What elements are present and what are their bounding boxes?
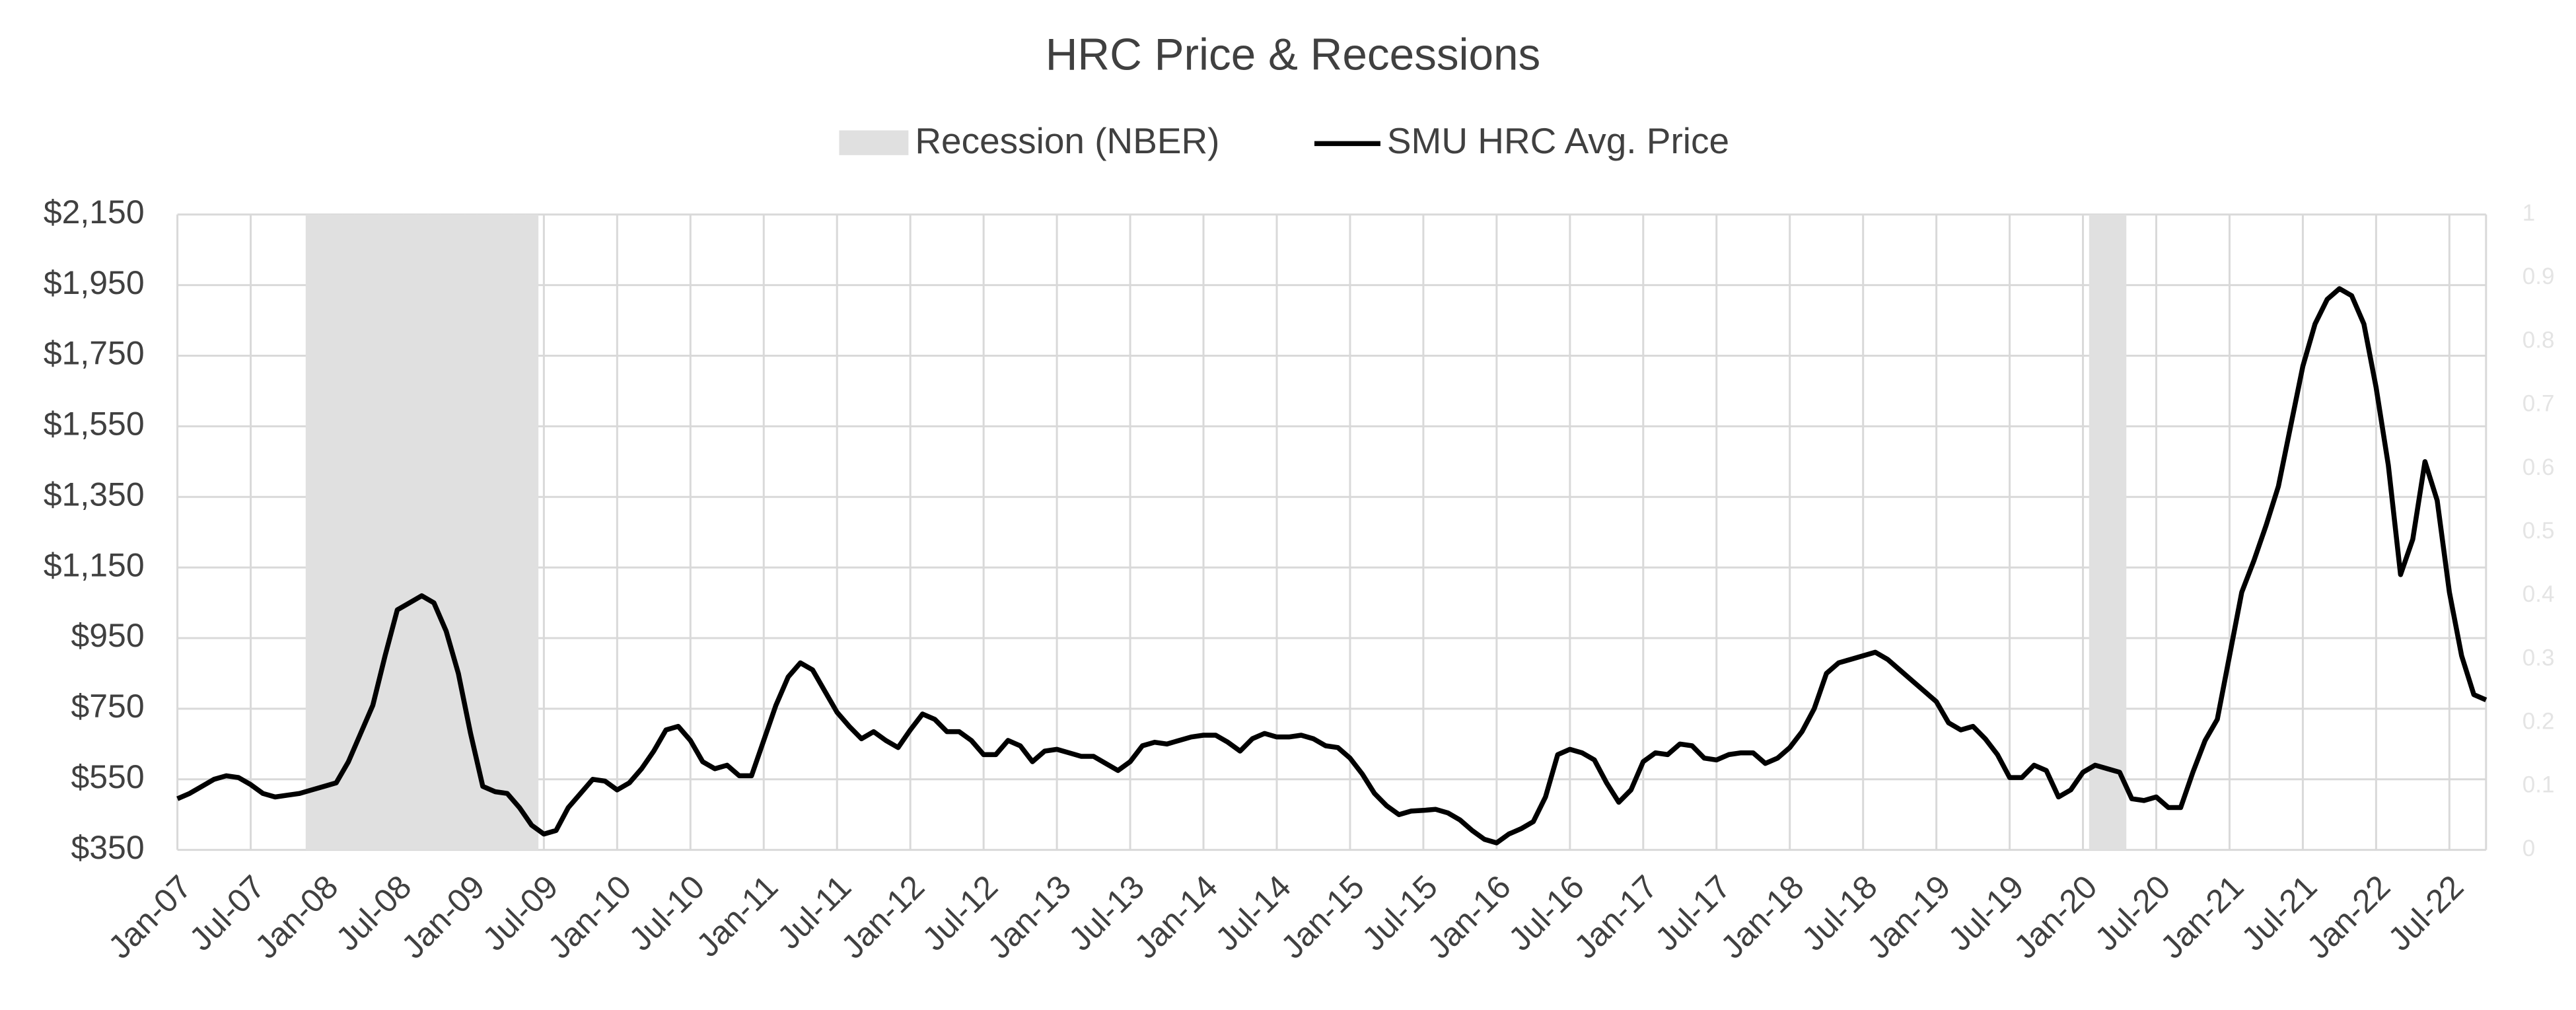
- price-line: [176, 286, 2487, 846]
- recession-bars: [305, 214, 2127, 850]
- y-tick-label: $1,350: [44, 476, 145, 513]
- y2-tick-label: 0.1: [2522, 772, 2555, 798]
- y2-tick-label: 0.8: [2522, 327, 2555, 353]
- grid: [176, 213, 2487, 851]
- lines: [176, 286, 2487, 846]
- recession-bar: [367, 214, 380, 850]
- y2-tick-label: 0.5: [2522, 518, 2555, 544]
- recession-bar: [342, 214, 355, 850]
- y2-tick-label: 0.6: [2522, 454, 2555, 480]
- legend: Recession (NBER) SMU HRC Avg. Price: [839, 120, 1729, 161]
- y2-tick-label: 0: [2522, 836, 2535, 861]
- recession-bar: [318, 214, 331, 850]
- recession-bar: [476, 214, 490, 850]
- recession-bar: [2101, 214, 2114, 850]
- recession-bar: [440, 214, 453, 850]
- recession-bar: [464, 214, 478, 850]
- recession-bar: [2113, 214, 2127, 850]
- y-tick-label: $2,150: [44, 194, 145, 231]
- recession-bar: [403, 214, 417, 850]
- legend-label: Recession (NBER): [915, 120, 1219, 161]
- recession-bar: [489, 214, 502, 850]
- y2-tick-label: 0.4: [2522, 581, 2555, 607]
- y-tick-label: $1,950: [44, 264, 145, 301]
- y2-tick-label: 0.7: [2522, 391, 2555, 417]
- y2-tick-label: 1: [2522, 200, 2535, 226]
- legend-label: SMU HRC Avg. Price: [1387, 120, 1729, 161]
- recession-bar: [305, 214, 319, 850]
- recession-bar: [354, 214, 368, 850]
- y-tick-label: $1,750: [44, 335, 145, 372]
- y2-tick-label: 0.9: [2522, 264, 2555, 289]
- recession-bar: [391, 214, 404, 850]
- recession-bar: [513, 214, 526, 850]
- recession-bar: [415, 214, 429, 850]
- y-tick-label: $1,150: [44, 546, 145, 583]
- legend-swatch: [839, 130, 909, 155]
- recession-bar: [330, 214, 343, 850]
- y-tick-label: $350: [71, 829, 144, 866]
- recession-bar: [427, 214, 441, 850]
- recession-bar: [501, 214, 515, 850]
- recession-bar: [2089, 214, 2102, 850]
- recession-bar: [452, 214, 466, 850]
- recession-bar: [525, 214, 539, 850]
- recession-bar: [378, 214, 392, 850]
- y-tick-label: $750: [71, 688, 144, 725]
- y-tick-label: $950: [71, 617, 144, 654]
- y-tick-label: $1,550: [44, 406, 145, 443]
- y2-tick-label: 0.3: [2522, 645, 2555, 670]
- y2-tick-label: 0.2: [2522, 709, 2555, 735]
- chart-title: HRC Price & Recessions: [1046, 30, 1541, 79]
- y-tick-label: $550: [71, 758, 144, 795]
